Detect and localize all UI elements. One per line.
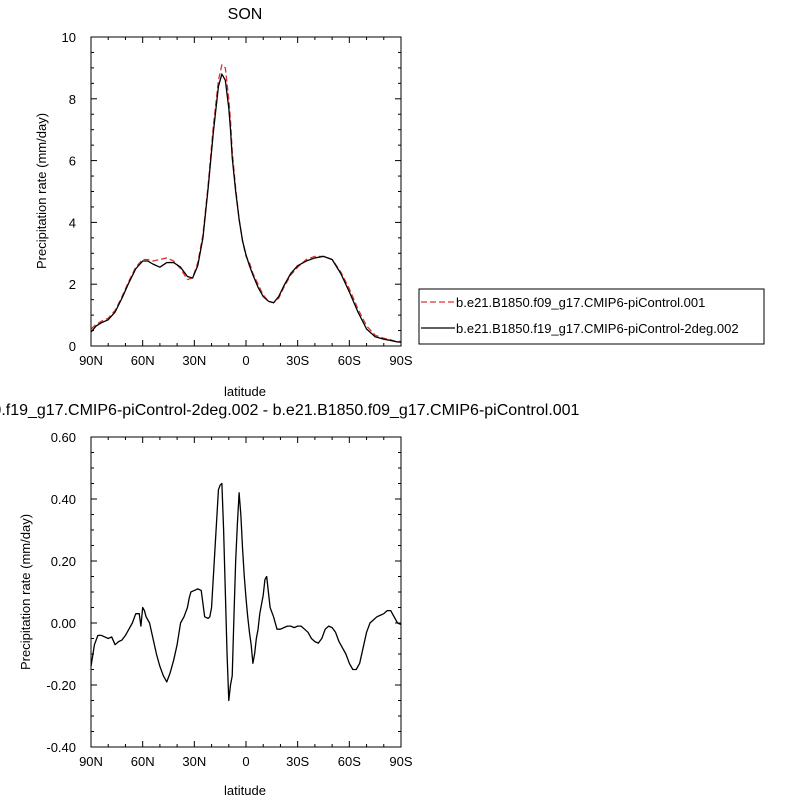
legend-label-series-2: b.e21.B1850.f19_g17.CMIP6-piControl-2deg…: [456, 321, 739, 336]
top-x-tick-label: 90S: [389, 353, 412, 368]
top-y-tick-label: 2: [69, 277, 76, 292]
top-x-tick-label: 60S: [338, 353, 361, 368]
top-ticks-layer: 90N 60N 30N 0 30S 60S 90S 0 2 4 6 8 10: [62, 30, 413, 368]
bottom-y-tick-label: -0.20: [46, 678, 76, 693]
top-x-tick-label: 90N: [79, 353, 103, 368]
bottom-x-axis-label: latitude: [224, 783, 266, 798]
bottom-series-layer: [90, 482, 402, 702]
bottom-panel: b.e21.B1850.f19_g17.CMIP6-piControl-2deg…: [0, 402, 580, 798]
top-y-tick-label: 8: [69, 92, 76, 107]
top-chart-title: SON: [228, 6, 263, 23]
legend-label-series-1: b.e21.B1850.f09_g17.CMIP6-piControl.001: [456, 295, 705, 310]
bottom-y-tick-label: 0.60: [51, 430, 76, 445]
bottom-series-line-1: [90, 482, 402, 702]
top-x-tick-label: 30S: [286, 353, 309, 368]
bottom-x-tick-label: 30S: [286, 754, 309, 769]
top-y-axis-label: Precipitation rate (mm/day): [34, 113, 49, 269]
top-y-tick-label: 10: [62, 30, 76, 45]
bottom-x-tick-label: 30N: [182, 754, 206, 769]
bottom-x-tick-label: 60N: [131, 754, 155, 769]
bottom-chart-title: b.e21.B1850.f19_g17.CMIP6-piControl-2deg…: [0, 402, 580, 419]
bottom-x-tick-label: 90N: [79, 754, 103, 769]
top-x-axis-label: latitude: [224, 384, 266, 399]
top-y-tick-label: 0: [69, 339, 76, 354]
bottom-y-tick-label: 0.00: [51, 616, 76, 631]
bottom-x-tick-label: 90S: [389, 754, 412, 769]
legend-box: [418, 288, 765, 345]
bottom-x-tick-label: 0: [242, 754, 249, 769]
top-series-line-2: [90, 73, 402, 343]
top-x-tick-label: 30N: [182, 353, 206, 368]
bottom-ticks-layer: 90N 60N 30N 0 30S 60S 90S -0.40 -0.20 0.00 0.20 0.4…: [46, 430, 413, 769]
top-x-tick-label: 0: [242, 353, 249, 368]
bottom-y-axis-label: Precipitation rate (mm/day): [18, 514, 33, 670]
bottom-y-tick-label: 0.20: [51, 554, 76, 569]
top-y-tick-label: 6: [69, 154, 76, 169]
bottom-x-tick-label: 60S: [338, 754, 361, 769]
bottom-y-tick-label: 0.40: [51, 492, 76, 507]
top-series-line-1: [90, 64, 401, 343]
top-x-tick-label: 60N: [131, 353, 155, 368]
top-y-tick-label: 4: [69, 215, 76, 230]
bottom-y-tick-label: -0.40: [46, 740, 76, 755]
top-series-layer: [90, 64, 402, 343]
legend: b.e21.B1850.f09_g17.CMIP6-piControl.001 …: [418, 288, 765, 345]
